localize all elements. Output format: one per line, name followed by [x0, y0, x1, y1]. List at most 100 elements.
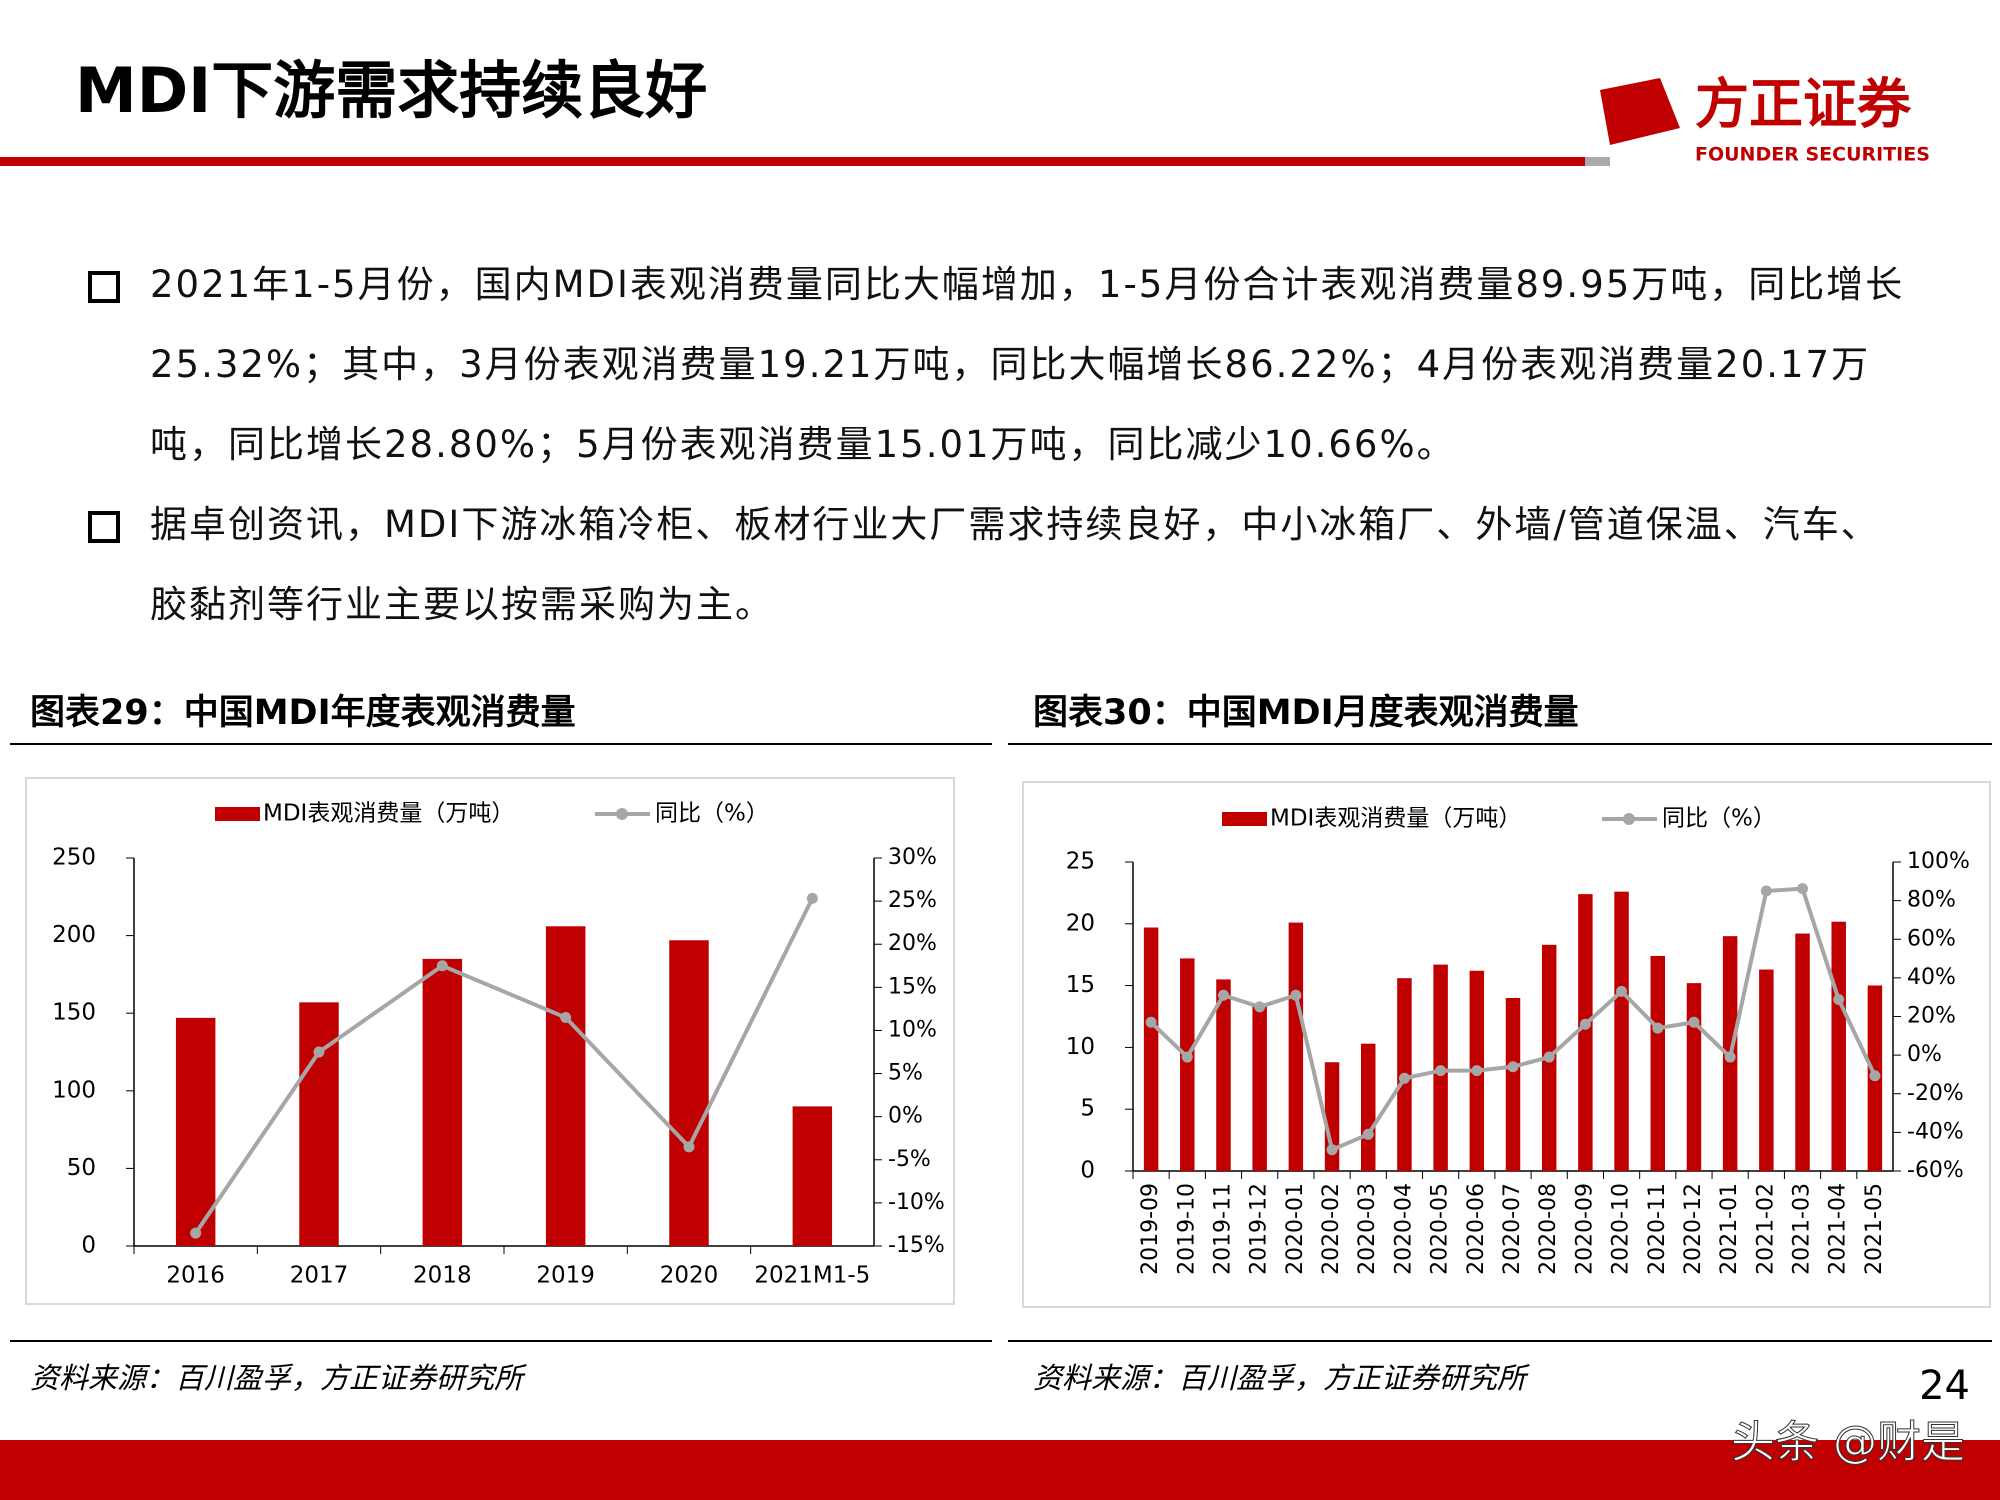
y2-tick-label: 60%: [1907, 926, 1956, 951]
y-tick-label: 200: [52, 922, 96, 948]
x-tick-label: 2020-06: [1464, 1183, 1489, 1275]
bar: [175, 1017, 216, 1246]
x-tick-label: 2016: [166, 1263, 225, 1289]
yoy-marker: [1181, 1051, 1193, 1063]
y2-tick-label: 5%: [888, 1061, 923, 1086]
y-tick-label: 250: [52, 845, 96, 871]
x-tick-label: 2020: [660, 1263, 719, 1289]
x-tick-label: 2019: [536, 1263, 595, 1289]
bar: [1650, 955, 1665, 1171]
x-tick-label: 2019-09: [1138, 1183, 1163, 1275]
x-tick-label: 2021-04: [1826, 1183, 1851, 1275]
legend-label: MDI表观消费量（万吨）: [263, 801, 514, 827]
yoy-marker: [806, 892, 818, 904]
yoy-marker: [560, 1012, 572, 1024]
legend-marker: [1623, 813, 1635, 825]
y2-tick-label: 0%: [1907, 1042, 1942, 1067]
y2-tick-label: 25%: [888, 888, 937, 913]
yoy-marker: [1471, 1065, 1483, 1077]
bar: [1288, 922, 1304, 1171]
legend-label: MDI表观消费量（万吨）: [1270, 806, 1521, 832]
yoy-marker: [313, 1046, 325, 1058]
x-tick-label: 2021-02: [1753, 1183, 1778, 1275]
bar: [1252, 1004, 1267, 1171]
bar: [1361, 1043, 1376, 1171]
y2-tick-label: 0%: [888, 1104, 923, 1129]
yoy-marker: [1145, 1016, 1157, 1028]
yoy-marker: [1543, 1051, 1555, 1063]
legend-swatch: [1222, 812, 1267, 826]
yoy-marker: [1435, 1065, 1447, 1077]
x-tick-label: 2019-11: [1210, 1183, 1235, 1275]
y2-tick-label: -10%: [888, 1190, 945, 1215]
bar: [1180, 958, 1195, 1171]
bullet: 据卓创资讯，MDI下游冰箱冷柜、板材行业大厂需求持续良好，中小冰箱厂、外墙/管道…: [85, 485, 1905, 645]
y-tick-label: 10: [1066, 1034, 1095, 1060]
x-tick-label: 2021-03: [1790, 1183, 1815, 1275]
yoy-marker: [1797, 883, 1809, 895]
yoy-marker: [1290, 989, 1302, 1001]
y-tick-label: 15: [1066, 972, 1095, 998]
bar: [1831, 921, 1846, 1171]
y2-tick-label: 20%: [1907, 1004, 1956, 1029]
yoy-marker: [1362, 1128, 1374, 1140]
bar: [1216, 979, 1231, 1171]
y2-tick-label: 40%: [1907, 965, 1956, 990]
yoy-marker: [1254, 1001, 1266, 1013]
legend-marker: [616, 808, 628, 820]
bar: [422, 958, 463, 1246]
logo-en: FOUNDER SECURITIES: [1695, 144, 1930, 166]
x-tick-label: 2020-03: [1355, 1183, 1380, 1275]
x-tick-label: 2020-12: [1681, 1183, 1706, 1275]
x-tick-label: 2020-01: [1283, 1183, 1308, 1275]
bar: [1505, 997, 1521, 1171]
x-tick-label: 2020-04: [1391, 1183, 1416, 1275]
y2-tick-label: -15%: [888, 1233, 945, 1258]
yoy-marker: [1217, 989, 1229, 1001]
x-tick-label: 2020-10: [1609, 1183, 1634, 1275]
y-tick-label: 150: [52, 1000, 96, 1026]
slide-title: MDI下游需求持续良好: [75, 54, 707, 127]
yoy-marker: [190, 1227, 202, 1239]
y2-tick-label: -20%: [1907, 1081, 1964, 1106]
y2-tick-label: 10%: [888, 1017, 937, 1042]
watermark: 头条 @财是: [1731, 1417, 1965, 1468]
y-tick-label: 0: [81, 1233, 96, 1259]
bar: [669, 940, 709, 1246]
chart-title: 图表30：中国MDI月度表观消费量: [1033, 693, 1579, 733]
y-tick-label: 100: [52, 1077, 96, 1103]
yoy-marker: [1579, 1018, 1591, 1030]
y2-tick-label: 20%: [888, 931, 937, 956]
yoy-marker: [1616, 985, 1628, 997]
y2-tick-label: 15%: [888, 974, 937, 999]
bar: [792, 1106, 833, 1246]
x-tick-label: 2019-10: [1174, 1183, 1199, 1275]
bar: [299, 1002, 339, 1246]
logo-cn: 方正证券: [1695, 73, 1912, 136]
x-tick-label: 2018: [413, 1263, 472, 1289]
yoy-marker: [683, 1141, 695, 1153]
x-tick-label: 2020-11: [1645, 1183, 1670, 1275]
yoy-marker: [1724, 1051, 1736, 1063]
page-number: 24: [1919, 1363, 1970, 1409]
bar: [1578, 894, 1593, 1171]
header-rule: [0, 157, 1585, 166]
y-tick-label: 50: [67, 1155, 96, 1181]
x-tick-label: 2020-08: [1536, 1183, 1561, 1275]
yoy-marker: [1688, 1016, 1700, 1028]
y2-tick-label: 100%: [1907, 849, 1970, 874]
chart-frame: [1022, 781, 1991, 1308]
bullet-list: 2021年1-5月份，国内MDI表观消费量同比大幅增加，1-5月份合计表观消费量…: [85, 245, 1905, 645]
y-tick-label: 20: [1066, 910, 1095, 936]
chart-frame: [25, 777, 955, 1305]
header-rule-end: [1585, 157, 1610, 166]
x-tick-label: 2019-12: [1247, 1183, 1272, 1275]
x-tick-label: 2020-07: [1500, 1183, 1525, 1275]
legend-label: 同比（%）: [655, 801, 769, 827]
yoy-marker: [1652, 1022, 1664, 1034]
y-tick-label: 0: [1080, 1158, 1095, 1184]
yoy-marker: [436, 960, 448, 972]
yoy-marker: [1869, 1070, 1881, 1082]
